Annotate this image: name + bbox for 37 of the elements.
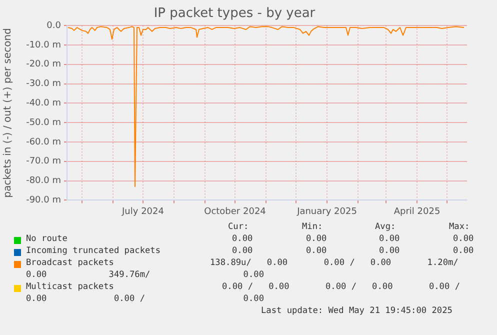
text: 138.89u/ 0.00 0.00 / 0.00 1.20m/ [210,258,458,268]
text: 0.00 [306,234,327,244]
legend-label: Incoming truncated packets [26,246,161,256]
text: 0.00 [453,234,474,244]
y-tick-label: -20.0 m [26,60,61,70]
y-tick-label: -50.0 m [26,118,61,128]
y-tick-label: -90.0 m [26,196,61,206]
y-tick-label: -70.0 m [26,156,61,167]
x-tick-label: October 2024 [204,206,266,217]
y-tick-label: -80.0 m [26,176,61,186]
text: 0.00 [379,234,400,244]
legend-label: Broadcast packets [26,258,114,268]
y-tick-label: -60.0 m [26,137,61,148]
text: Max: [449,222,470,232]
text: Last update: Wed May 21 19:45:00 2025 [261,306,452,316]
text: Cur: [228,222,249,232]
y-tick-label: -40.0 m [26,98,61,109]
text: 0.00 0.00 / 0.00 [26,294,264,304]
text: 0.00 [306,246,327,256]
text: Avg: [375,222,396,232]
y-tick-label: -10.0 m [26,40,61,50]
text: 0.00 [232,246,253,256]
x-tick-label: April 2025 [394,206,440,217]
text: 0.00 [232,234,253,244]
text: 0.00 349.76m/ 0.00 [26,270,264,280]
legend-label: Multicast packets [26,282,114,292]
y-tick-label: -30.0 m [26,79,61,90]
text: 0.00 / 0.00 0.00 / 0.00 0.00 / [222,282,460,292]
x-tick-label: July 2024 [121,206,164,217]
x-tick-label: January 2025 [296,206,357,217]
y-tick-label: 0.0 [46,20,62,31]
text: 0.00 [453,246,474,256]
y-axis-title: packets in (-) / out (+) per second [2,28,14,198]
text: Min: [302,222,323,232]
chart-title: IP packet types - by year [154,6,316,22]
legend-label: No route [26,234,68,244]
text: 0.00 [379,246,400,256]
